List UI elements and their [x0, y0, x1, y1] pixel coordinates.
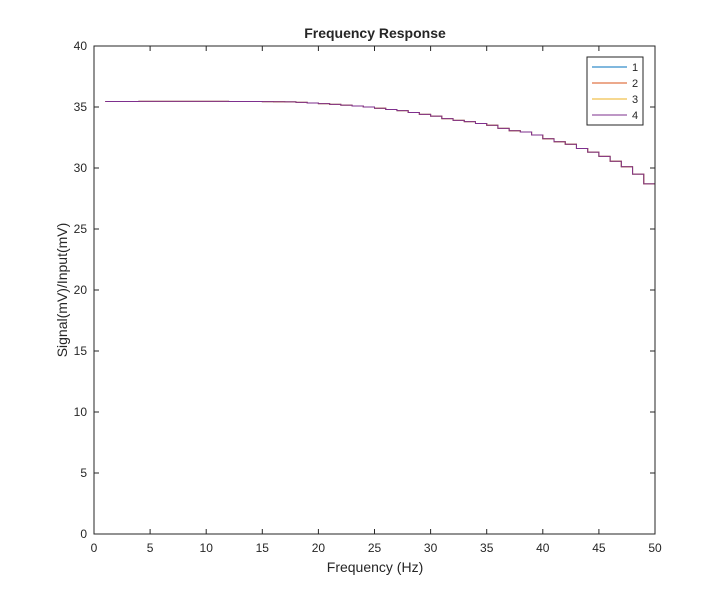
x-tick-label: 20 [312, 541, 326, 555]
x-tick-label: 15 [256, 541, 270, 555]
series-line-4 [105, 100, 656, 534]
x-tick-label: 50 [648, 541, 662, 555]
plot-area [94, 46, 655, 534]
y-axis: 0 5 10 15 20 25 30 35 40 [74, 39, 655, 541]
legend-label: 2 [632, 78, 638, 90]
x-tick-label: 25 [368, 541, 382, 555]
y-tick-label: 0 [80, 527, 87, 541]
y-axis-label: Signal(mV)/Input(mV) [54, 223, 70, 358]
x-tick-label: 5 [147, 541, 154, 555]
y-tick-label: 5 [80, 466, 87, 480]
legend-label: 4 [632, 110, 638, 122]
legend-label: 3 [632, 94, 638, 106]
legend: 1 2 3 4 [586, 56, 644, 126]
x-tick-label: 30 [424, 541, 438, 555]
x-tick-label: 0 [91, 541, 98, 555]
y-tick-label: 35 [74, 100, 88, 114]
x-tick-label: 40 [536, 541, 550, 555]
y-tick-label: 10 [74, 405, 88, 419]
legend-box [586, 56, 644, 126]
y-tick-label: 30 [74, 161, 88, 175]
y-tick-label: 40 [74, 39, 88, 53]
y-tick-label: 20 [74, 283, 88, 297]
x-tick-label: 10 [200, 541, 214, 555]
x-axis: 0 5 10 15 20 25 30 35 40 45 50 [91, 46, 662, 555]
series-group [105, 100, 656, 534]
chart-title: Frequency Response [304, 25, 446, 41]
y-tick-label: 25 [74, 222, 88, 236]
x-tick-label: 35 [480, 541, 494, 555]
y-tick-label: 15 [74, 344, 88, 358]
x-tick-label: 45 [592, 541, 606, 555]
x-axis-label: Frequency (Hz) [327, 559, 423, 575]
legend-label: 1 [632, 62, 638, 74]
